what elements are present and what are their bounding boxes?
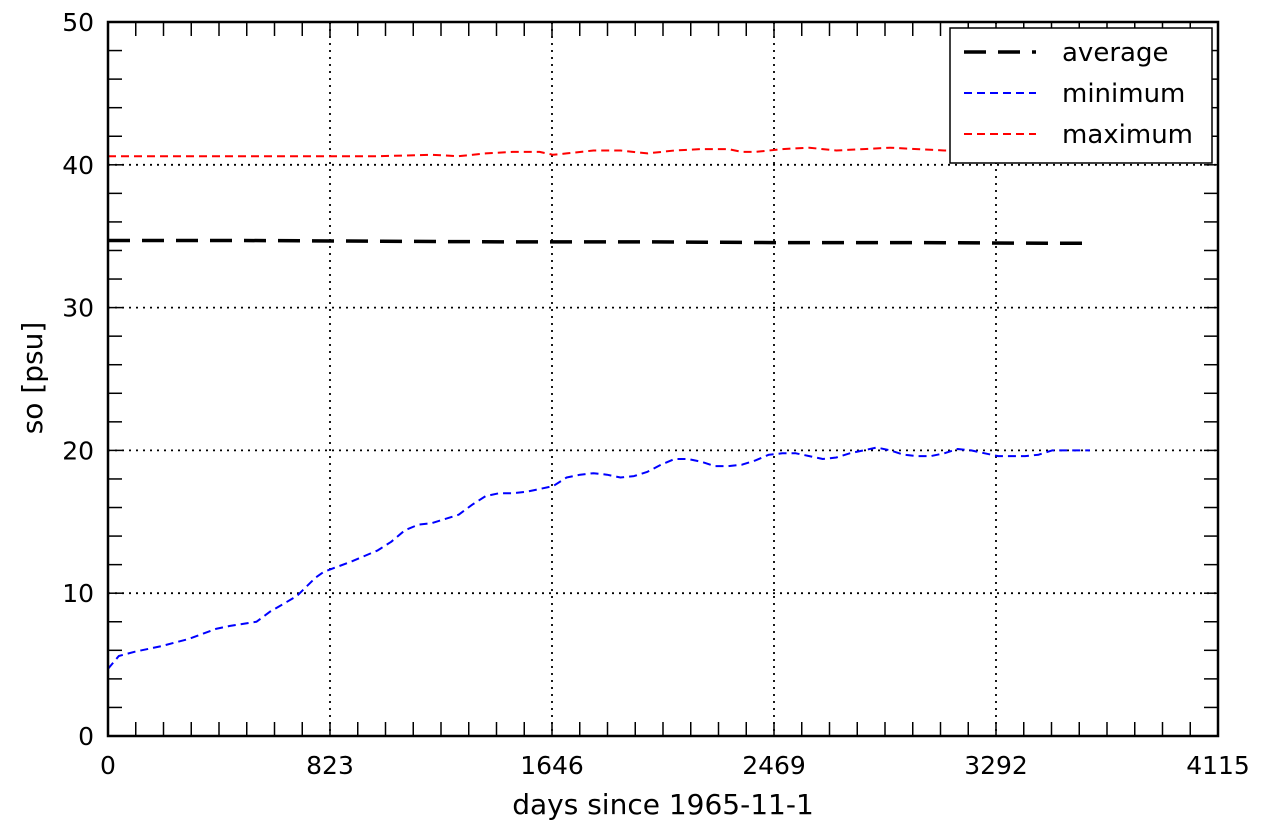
x-tick-label: 823 [306, 751, 354, 780]
tick-labels: 0 823 1646 2469 3292 4115 0 10 20 30 40 50 [62, 8, 1250, 780]
plot-frame [106, 20, 1220, 738]
y-axis-title: so [psu] [16, 322, 49, 435]
y-tick-label: 40 [62, 151, 94, 180]
x-tick-label: 0 [100, 751, 116, 780]
x-axis-title: days since 1965-11-1 [512, 788, 814, 821]
legend-label-average: average [1062, 38, 1168, 68]
series-layer [107, 146, 1090, 670]
legend-label-minimum: minimum [1062, 79, 1185, 109]
x-tick-label: 3292 [964, 751, 1028, 780]
series-line-average [108, 238, 1090, 246]
legend-label-maximum: maximum [1062, 120, 1193, 150]
series-line-minimum [107, 446, 1090, 670]
series-line-maximum [108, 146, 1026, 158]
y-tick-label: 10 [62, 579, 94, 608]
x-tick-label: 4115 [1186, 751, 1250, 780]
legend: average minimum maximum [964, 38, 1193, 150]
y-tick-label: 20 [62, 436, 94, 465]
y-tick-label: 30 [62, 294, 94, 323]
minor-ticks [107, 21, 1219, 737]
x-tick-label: 2469 [742, 751, 806, 780]
legend-box [949, 27, 1213, 164]
y-tick-label: 0 [78, 722, 94, 751]
y-tick-label: 50 [62, 8, 94, 37]
x-tick-label: 1646 [520, 751, 584, 780]
